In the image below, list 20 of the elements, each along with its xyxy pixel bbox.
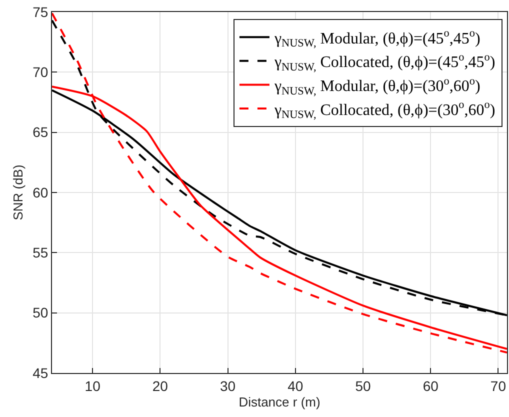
x-axis-title: Distance r (m) xyxy=(238,394,320,410)
y-tick-label: 65 xyxy=(32,124,48,140)
legend-label: γ$_{NUSW,}$ Collocated, (θ,ϕ)=(30$^{o}$,60$^{o}$) xyxy=(273,99,496,122)
x-tick-label: 10 xyxy=(84,378,101,394)
x-tick-label: 20 xyxy=(152,378,168,394)
x-tick-label: 50 xyxy=(355,378,371,394)
y-tick-label: 50 xyxy=(32,304,48,321)
legend-label: γ$_{NUSW,}$ Modular, (θ,ϕ)=(30$^{o}$,60$^{o}$) xyxy=(273,75,480,98)
x-tick-label: 30 xyxy=(220,378,236,394)
legend-label: γ$_{NUSW,}$ Collocated, (θ,ϕ)=(45$^{o}$,45$^{o}$) xyxy=(273,51,496,74)
x-tick-label: 60 xyxy=(422,378,439,394)
y-tick-label: 75 xyxy=(32,4,48,20)
x-tick-label: 70 xyxy=(490,378,506,394)
y-tick-label: 70 xyxy=(32,64,48,80)
y-axis-title: SNR (dB) xyxy=(10,164,26,220)
legend-label: γ$_{NUSW,}$ Modular, (θ,ϕ)=(45$^{o}$,45$^{o}$) xyxy=(273,28,480,50)
y-tick-label: 45 xyxy=(32,364,48,381)
y-tick-label: 60 xyxy=(32,184,48,200)
x-tick-label: 40 xyxy=(288,378,304,394)
y-tick-label: 55 xyxy=(32,244,48,261)
